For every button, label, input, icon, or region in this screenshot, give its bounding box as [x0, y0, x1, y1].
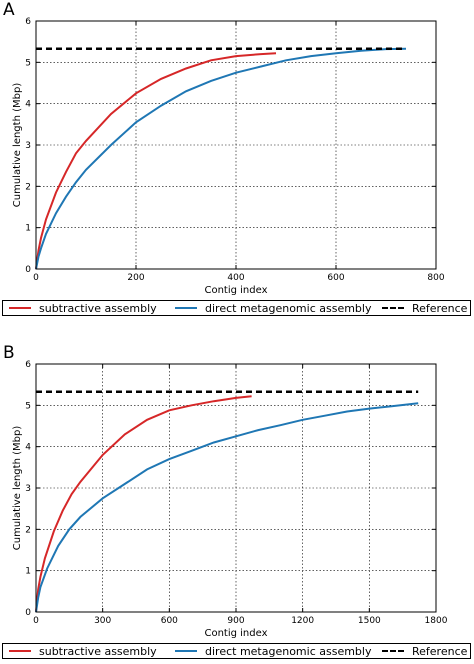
- y-tick-label: 6: [25, 360, 31, 370]
- y-tick-label: 0: [25, 265, 31, 275]
- legend-item-subtractive: subtractive assembly: [9, 644, 157, 658]
- legend-swatch-subtractive: [9, 650, 31, 652]
- y-tick-label: 6: [25, 17, 31, 27]
- y-tick-label: 1: [25, 567, 31, 577]
- y-tick-label: 4: [25, 443, 31, 453]
- x-tick-label: 400: [227, 273, 244, 283]
- y-tick-label: 5: [25, 58, 31, 68]
- series-line-subtractive-assembly: [35, 52, 277, 270]
- legend-item-direct: direct metagenomic assembly: [175, 301, 371, 315]
- legend-b: subtractive assembly direct metagenomic …: [2, 643, 471, 659]
- y-tick-label: 4: [25, 100, 31, 110]
- x-tick-label: 1800: [425, 616, 448, 626]
- legend-label-subtractive: subtractive assembly: [39, 644, 157, 658]
- chart-panel-b: 0 300 600 900 1200 1500 1800 0 1 2 3 4 5 6 Contig inde…: [12, 360, 448, 639]
- y-axis-label: Cumulative length (Mbp): [12, 426, 23, 551]
- y-tick-label: 3: [25, 484, 31, 494]
- x-tick-label: 900: [227, 616, 244, 626]
- x-tick-label: 1200: [291, 616, 314, 626]
- y-tick-label: 3: [25, 141, 31, 151]
- x-axis-label: Contig index: [204, 285, 267, 296]
- legend-label-reference: Reference: [412, 301, 468, 315]
- legend-label-subtractive: subtractive assembly: [39, 301, 157, 315]
- x-tick-label: 600: [161, 616, 178, 626]
- y-tick-label: 0: [25, 608, 31, 618]
- x-tick-label: 200: [127, 273, 144, 283]
- legend-swatch-direct: [175, 307, 197, 309]
- y-tick-label: 1: [25, 224, 31, 234]
- x-tick-label: 0: [33, 273, 39, 283]
- x-tick-label: 0: [33, 616, 39, 626]
- x-tick-label: 1500: [358, 616, 381, 626]
- chart-panel-a: 0 200 400 600 800 0 1 2 3 4 5 6 Contig index Cumulati…: [12, 17, 445, 296]
- legend-swatch-reference: [382, 650, 404, 652]
- y-axis-label: Cumulative length (Mbp): [12, 83, 23, 208]
- x-tick-label: 600: [327, 273, 344, 283]
- legend-label-direct: direct metagenomic assembly: [205, 644, 372, 658]
- x-tick-label: 300: [94, 616, 111, 626]
- legend-label-reference: Reference: [412, 644, 468, 658]
- y-tick-label: 5: [25, 401, 31, 411]
- panel-label-a: A: [3, 0, 15, 20]
- panel-label-b: B: [3, 343, 15, 363]
- series-line-subtractive-assembly: [35, 395, 252, 613]
- legend-swatch-direct: [175, 650, 197, 652]
- legend-item-direct: direct metagenomic assembly: [175, 644, 371, 658]
- y-tick-label: 2: [25, 525, 31, 535]
- legend-label-direct: direct metagenomic assembly: [205, 301, 372, 315]
- legend-item-reference: Reference: [382, 301, 467, 315]
- legend-swatch-subtractive: [9, 307, 31, 309]
- legend-a: subtractive assembly direct metagenomic …: [2, 300, 471, 316]
- series-line-direct-metagenomic-assembly: [35, 47, 407, 270]
- legend-item-subtractive: subtractive assembly: [9, 301, 157, 315]
- series-line-direct-metagenomic-assembly: [35, 402, 419, 613]
- legend-swatch-reference: [382, 307, 404, 309]
- x-tick-label: 800: [427, 273, 444, 283]
- y-tick-label: 2: [25, 182, 31, 192]
- legend-item-reference: Reference: [382, 644, 467, 658]
- x-axis-label: Contig index: [204, 628, 267, 639]
